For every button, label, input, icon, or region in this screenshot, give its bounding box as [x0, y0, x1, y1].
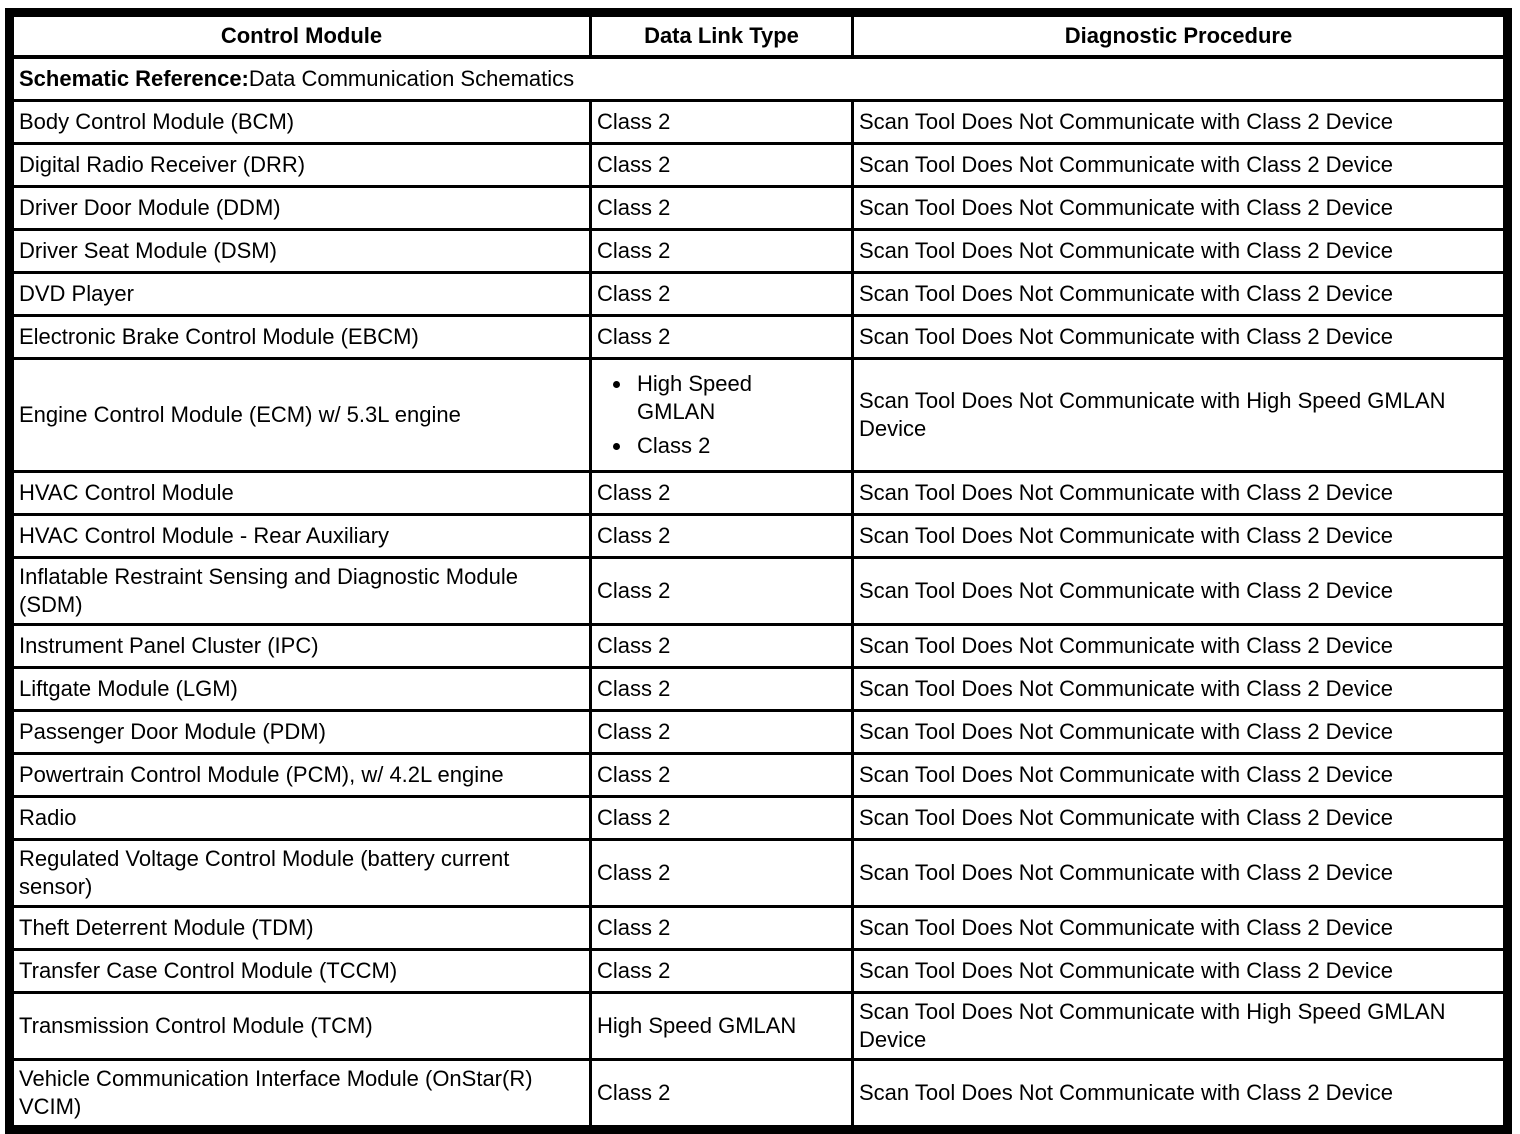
data-link-type-cell: Class 2 — [589, 948, 854, 994]
diagnostic-procedure-cell: Scan Tool Does Not Communicate with Clas… — [851, 99, 1506, 145]
diagnostic-procedure-cell: Scan Tool Does Not Communicate with Clas… — [851, 948, 1506, 994]
control-module-cell: Digital Radio Receiver (DRR) — [11, 142, 592, 188]
data-link-type-cell: Class 2 — [589, 99, 854, 145]
data-link-type-cell: Class 2 — [589, 228, 854, 274]
diagnostic-procedure-cell: Scan Tool Does Not Communicate with Clas… — [851, 795, 1506, 841]
data-link-type-cell: Class 2 — [589, 314, 854, 360]
column-header-diagnostic-procedure: Diagnostic Procedure — [851, 14, 1506, 59]
control-module-cell: Theft Deterrent Module (TDM) — [11, 905, 592, 951]
diagnostic-procedure-cell: Scan Tool Does Not Communicate with Clas… — [851, 185, 1506, 231]
schematic-reference-label: Schematic Reference: — [19, 66, 249, 91]
table-row: Transmission Control Module (TCM) High Sp… — [11, 991, 1506, 1061]
data-link-type-cell: Class 2 — [589, 709, 854, 755]
data-link-type-cell: Class 2 — [589, 142, 854, 188]
control-module-cell: Electronic Brake Control Module (EBCM) — [11, 314, 592, 360]
schematic-reference-value: Data Communication Schematics — [248, 66, 575, 91]
data-link-bullet-list: High Speed GMLAN Class 2 — [597, 370, 846, 460]
control-module-cell: HVAC Control Module - Rear Auxiliary — [11, 513, 592, 559]
data-link-bullet-item: Class 2 — [633, 432, 777, 460]
table-row: HVAC Control Module - Rear Auxiliary Clas… — [11, 513, 1506, 559]
data-link-type-cell: Class 2 — [589, 623, 854, 669]
table-row: Electronic Brake Control Module (EBCM) Cl… — [11, 314, 1506, 360]
data-link-type-cell: Class 2 — [589, 666, 854, 712]
table-row: Powertrain Control Module (PCM), w/ 4.2L… — [11, 752, 1506, 798]
control-module-cell: Regulated Voltage Control Module (batter… — [11, 838, 592, 908]
diagnostic-procedure-cell: Scan Tool Does Not Communicate with Clas… — [851, 623, 1506, 669]
schematic-reference-row: Schematic Reference:Data Communication S… — [11, 55, 1506, 102]
diagnostic-table: Control Module Data Link Type Diagnostic… — [5, 8, 1512, 1134]
control-module-cell: Liftgate Module (LGM) — [11, 666, 592, 712]
table-row: Regulated Voltage Control Module (batter… — [11, 838, 1506, 908]
data-link-type-cell: Class 2 — [589, 271, 854, 317]
data-link-type-cell: Class 2 — [589, 185, 854, 231]
table-row: Digital Radio Receiver (DRR) Class 2 Scan … — [11, 142, 1506, 188]
control-module-cell: Instrument Panel Cluster (IPC) — [11, 623, 592, 669]
data-link-type-cell: Class 2 — [589, 905, 854, 951]
table-row: Inflatable Restraint Sensing and Diagnos… — [11, 556, 1506, 626]
data-link-type-cell: Class 2 — [589, 556, 854, 626]
control-module-table: Control Module Data Link Type Diagnostic… — [11, 14, 1506, 1128]
control-module-cell: Radio — [11, 795, 592, 841]
data-link-type-cell: Class 2 — [589, 1058, 854, 1128]
control-module-cell: Passenger Door Module (PDM) — [11, 709, 592, 755]
control-module-cell: Driver Door Module (DDM) — [11, 185, 592, 231]
header-row: Control Module Data Link Type Diagnostic… — [11, 14, 1506, 59]
diagnostic-procedure-cell: Scan Tool Does Not Communicate with Clas… — [851, 556, 1506, 626]
table-row: DVD Player Class 2 Scan Tool Does Not Comm… — [11, 271, 1506, 317]
data-link-type-cell: Class 2 — [589, 752, 854, 798]
diagnostic-procedure-cell: Scan Tool Does Not Communicate with Clas… — [851, 666, 1506, 712]
control-module-cell: Engine Control Module (ECM) w/ 5.3L engi… — [11, 357, 592, 473]
table-row: Theft Deterrent Module (TDM) Class 2 Scan … — [11, 905, 1506, 951]
diagnostic-procedure-cell: Scan Tool Does Not Communicate with Clas… — [851, 513, 1506, 559]
table-row: Body Control Module (BCM) Class 2 Scan Too… — [11, 99, 1506, 145]
diagnostic-procedure-cell: Scan Tool Does Not Communicate with High… — [851, 357, 1506, 473]
column-header-control-module: Control Module — [11, 14, 592, 59]
table-row: Vehicle Communication Interface Module (… — [11, 1058, 1506, 1128]
data-link-type-cell: High Speed GMLAN — [589, 991, 854, 1061]
control-module-cell: Powertrain Control Module (PCM), w/ 4.2L… — [11, 752, 592, 798]
table-row: Passenger Door Module (PDM) Class 2 Scan T… — [11, 709, 1506, 755]
control-module-cell: Driver Seat Module (DSM) — [11, 228, 592, 274]
control-module-cell: Body Control Module (BCM) — [11, 99, 592, 145]
table-row: Engine Control Module (ECM) w/ 5.3L engi… — [11, 357, 1506, 473]
control-module-cell: Inflatable Restraint Sensing and Diagnos… — [11, 556, 592, 626]
table-row: Driver Door Module (DDM) Class 2 Scan Tool… — [11, 185, 1506, 231]
diagnostic-procedure-cell: Scan Tool Does Not Communicate with Clas… — [851, 838, 1506, 908]
data-link-type-cell: Class 2 — [589, 513, 854, 559]
control-module-cell: DVD Player — [11, 271, 592, 317]
data-link-type-cell: Class 2 — [589, 795, 854, 841]
control-module-cell: Transfer Case Control Module (TCCM) — [11, 948, 592, 994]
data-link-bullet-item: High Speed GMLAN — [633, 370, 777, 426]
diagnostic-procedure-cell: Scan Tool Does Not Communicate with High… — [851, 991, 1506, 1061]
diagnostic-procedure-cell: Scan Tool Does Not Communicate with Clas… — [851, 314, 1506, 360]
table-row: Transfer Case Control Module (TCCM) Class… — [11, 948, 1506, 994]
schematic-reference-cell: Schematic Reference:Data Communication S… — [11, 55, 1506, 102]
diagnostic-procedure-cell: Scan Tool Does Not Communicate with Clas… — [851, 752, 1506, 798]
control-module-cell: Vehicle Communication Interface Module (… — [11, 1058, 592, 1128]
diagnostic-procedure-cell: Scan Tool Does Not Communicate with Clas… — [851, 709, 1506, 755]
column-header-data-link-type: Data Link Type — [589, 14, 854, 59]
data-link-type-cell: Class 2 — [589, 470, 854, 516]
data-link-type-cell: Class 2 — [589, 838, 854, 908]
diagnostic-procedure-cell: Scan Tool Does Not Communicate with Clas… — [851, 470, 1506, 516]
diagnostic-procedure-cell: Scan Tool Does Not Communicate with Clas… — [851, 1058, 1506, 1128]
table-row: HVAC Control Module Class 2 Scan Tool Does… — [11, 470, 1506, 516]
table-row: Radio Class 2 Scan Tool Does Not Communica… — [11, 795, 1506, 841]
table-row: Driver Seat Module (DSM) Class 2 Scan Tool… — [11, 228, 1506, 274]
table-row: Liftgate Module (LGM) Class 2 Scan Tool Do… — [11, 666, 1506, 712]
control-module-cell: HVAC Control Module — [11, 470, 592, 516]
diagnostic-procedure-cell: Scan Tool Does Not Communicate with Clas… — [851, 271, 1506, 317]
diagnostic-procedure-cell: Scan Tool Does Not Communicate with Clas… — [851, 905, 1506, 951]
diagnostic-procedure-cell: Scan Tool Does Not Communicate with Clas… — [851, 142, 1506, 188]
diagnostic-procedure-cell: Scan Tool Does Not Communicate with Clas… — [851, 228, 1506, 274]
data-link-type-cell: High Speed GMLAN Class 2 — [589, 357, 854, 473]
control-module-cell: Transmission Control Module (TCM) — [11, 991, 592, 1061]
table-row: Instrument Panel Cluster (IPC) Class 2 Sca… — [11, 623, 1506, 669]
